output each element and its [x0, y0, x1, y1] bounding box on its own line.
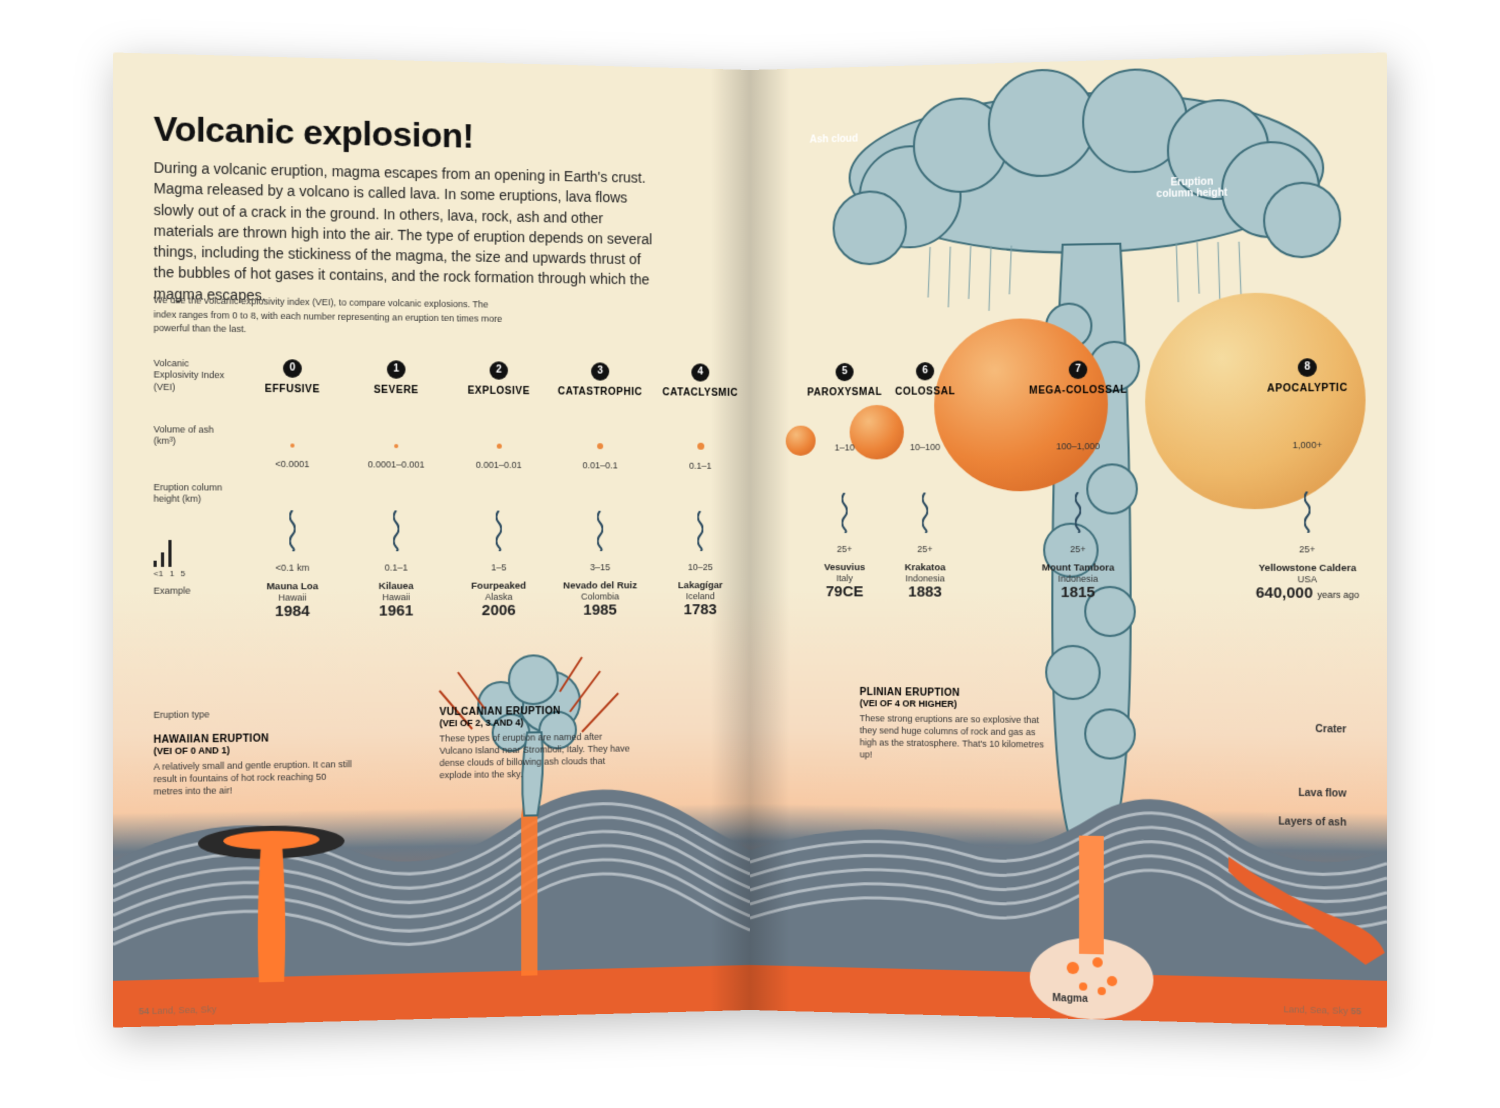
row-label-example: Example: [154, 585, 228, 597]
vei-badge: 6: [916, 362, 934, 380]
intro-paragraph: During a volcanic eruption, magma escape…: [154, 157, 659, 311]
vei-badge: 5: [836, 362, 854, 380]
bar-labels: <115: [154, 569, 228, 579]
vei-badge: 8: [1298, 358, 1317, 377]
vei-cell-2: 2EXPLOSIVE0.001–0.011–5FourpeakedAlaska2…: [448, 359, 550, 619]
vei-cell-4: 4CATACLYSMIC0.1–110–25LakagígarIceland17…: [650, 361, 750, 618]
eruption-type-vulcanian: VULCANIAN ERUPTION (VEI OF 2, 3 AND 4) T…: [439, 705, 632, 782]
vei-badge: 4: [691, 363, 709, 381]
anno-ash-cloud: Ash cloud: [810, 133, 858, 145]
vei-badge: 1: [387, 360, 406, 379]
right-page: Ash cloud Eruption column height Crater …: [750, 52, 1387, 1027]
vei-cell-6: 6COLOSSAL10–10025+KrakatoaIndonesia1883: [870, 360, 981, 601]
row-label-volume: Volume of ash (km³): [154, 424, 228, 448]
vei-badge: 0: [283, 359, 302, 378]
vei-cell-0: 0EFFUSIVE<0.0001<0.1 kmMauna LoaHawaii19…: [240, 357, 344, 620]
book-spread: Volcanic explosion! During a volcanic er…: [130, 70, 1370, 1010]
vei-badge: 2: [490, 361, 508, 379]
vei-badge: 3: [591, 362, 609, 380]
row-label-etype: Eruption type: [154, 709, 228, 721]
footer-left: 54 Land, Sea, Sky: [139, 1004, 217, 1016]
left-page: Volcanic explosion! During a volcanic er…: [113, 52, 750, 1027]
anno-crater: Crater: [1315, 724, 1346, 736]
anno-lava-flow: Lava flow: [1298, 788, 1346, 800]
eruption-type-hawaiian: HAWAIIAN ERUPTION (VEI OF 0 AND 1) A rel…: [154, 732, 353, 798]
anno-magma: Magma: [1052, 993, 1087, 1005]
row-label-vei: Volcanic Explosivity Index (VEI): [154, 358, 228, 394]
vei-badge: 7: [1069, 360, 1088, 379]
anno-layers: Layers of ash: [1278, 816, 1346, 828]
vei-cell-1: 1SEVERE0.0001–0.0010.1–1KilaueaHawaii196…: [344, 358, 447, 620]
anno-col-height: Eruption column height: [1156, 176, 1229, 200]
vei-cell-7: 7MEGA-COLOSSAL100–1,00025+Mount TamboraI…: [1022, 358, 1135, 601]
footer-right: Land, Sea, Sky 55: [1283, 1004, 1361, 1016]
vei-cell-8: 8APOCALYPTIC1,000+25+Yellowstone Caldera…: [1249, 356, 1365, 602]
vei-cell-3: 3CATASTROPHIC0.01–0.13–15Nevado del Ruiz…: [550, 360, 651, 618]
height-example-bars: [154, 540, 172, 567]
row-label-height: Eruption column height (km): [154, 482, 228, 505]
page-title: Volcanic explosion!: [154, 109, 474, 156]
vei-subhead: We use the volcanic explosivity index (V…: [154, 294, 507, 340]
eruption-type-plinian: PLINIAN ERUPTION (VEI OF 4 OR HIGHER) Th…: [860, 687, 1053, 764]
